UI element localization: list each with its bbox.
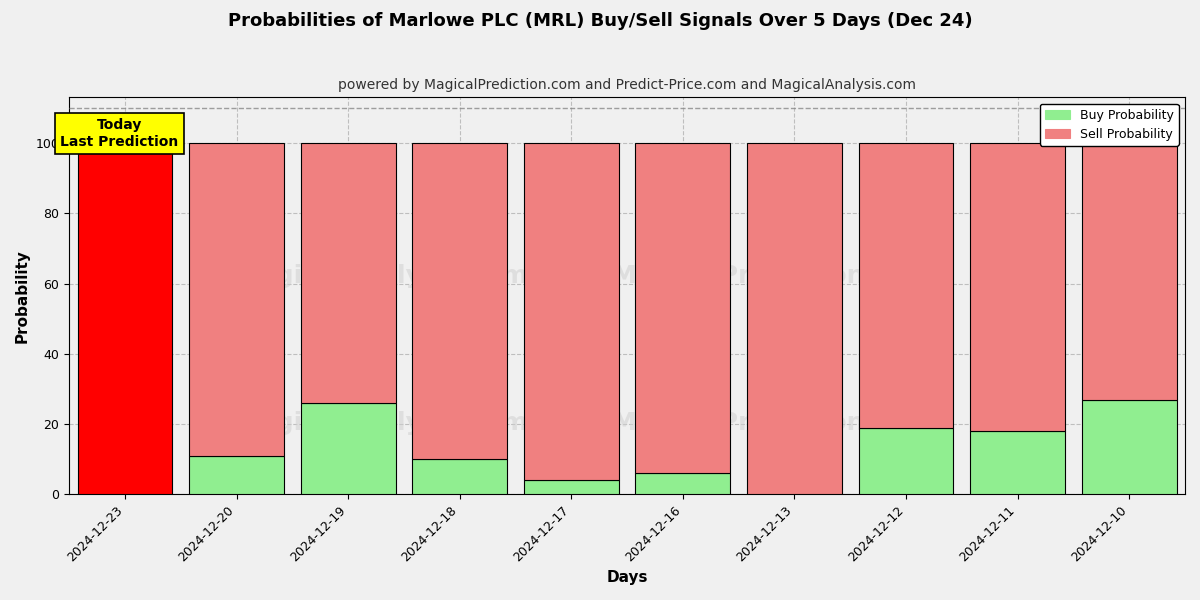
Text: Today
Last Prediction: Today Last Prediction (60, 118, 179, 149)
Text: Probabilities of Marlowe PLC (MRL) Buy/Sell Signals Over 5 Days (Dec 24): Probabilities of Marlowe PLC (MRL) Buy/S… (228, 12, 972, 30)
Bar (190, 456, 284, 494)
Legend: Buy Probability, Sell Probability: Buy Probability, Sell Probability (1040, 104, 1178, 146)
Bar (413, 459, 508, 494)
Bar (859, 143, 954, 428)
Text: MagicalAnalysis.com: MagicalAnalysis.com (235, 411, 528, 435)
Bar (301, 403, 396, 494)
Bar (636, 143, 731, 473)
Bar (970, 143, 1066, 431)
Bar (301, 143, 396, 403)
Bar (1081, 400, 1177, 494)
X-axis label: Days: Days (606, 570, 648, 585)
Title: powered by MagicalPrediction.com and Predict-Price.com and MagicalAnalysis.com: powered by MagicalPrediction.com and Pre… (338, 78, 916, 92)
Y-axis label: Probability: Probability (16, 249, 30, 343)
Bar (190, 143, 284, 456)
Bar (859, 428, 954, 494)
Text: MagicalAnalysis.com: MagicalAnalysis.com (235, 264, 528, 288)
Text: MagicalPrediction.com: MagicalPrediction.com (612, 411, 932, 435)
Bar (524, 143, 619, 481)
Bar (78, 143, 173, 494)
Bar (636, 473, 731, 494)
Bar (970, 431, 1066, 494)
Bar (413, 143, 508, 459)
Bar (524, 481, 619, 494)
Bar (748, 143, 842, 494)
Bar (1081, 143, 1177, 400)
Text: MagicalPrediction.com: MagicalPrediction.com (612, 264, 932, 288)
